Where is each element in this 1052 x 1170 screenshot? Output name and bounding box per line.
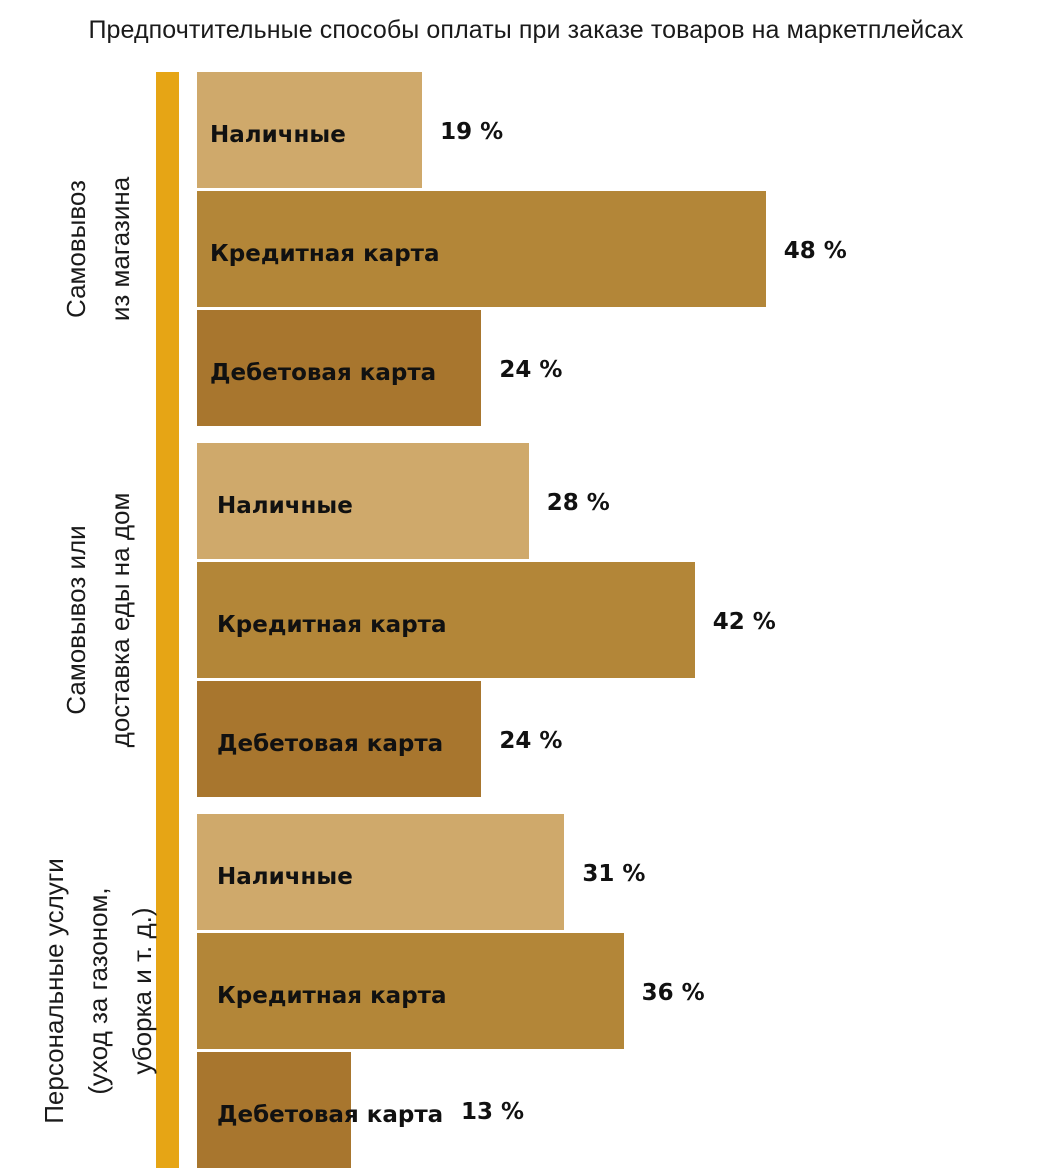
bar-category-label: Кредитная карта [217,983,447,1009]
group-label: Самовывоз или доставка еды на дом [54,493,142,748]
bar [197,443,529,559]
bar-category-label: Дебетовая карта [217,1102,444,1128]
bar [197,814,565,930]
bar [197,933,624,1049]
bar-value-label: 28 % [546,490,610,516]
bar-category-label: Кредитная карта [210,241,440,267]
bar-value-label: 42 % [712,609,776,635]
group-label: Персональные услуги (уход за газоном, убор… [32,858,164,1124]
bar [197,191,766,307]
group-label-line: Самовывоз [61,180,91,318]
bar-value-label: 31 % [582,861,646,887]
group-label-line: Самовывоз или [61,525,91,715]
bar [197,562,695,678]
accent-bar [156,72,179,1168]
bar-category-label: Дебетовая карта [217,731,444,757]
group-label: Самовывоз из магазина [54,177,142,321]
group-label-line: из магазина [105,176,135,322]
bar-category-label: Наличные [217,864,353,890]
group-label-line: (уход за газоном, [83,887,113,1095]
bar [197,1052,352,1168]
group-label-line: Персональные услуги [39,858,69,1124]
bar-value-label: 24 % [499,728,563,754]
chart-title: Предпочтительные способы оплаты при зака… [88,16,964,44]
group-label-line: доставка еды на дом [105,492,135,748]
bar-value-label: 48 % [783,238,847,264]
group-label-line: уборка и т. д.) [127,907,157,1075]
bar-value-label: 24 % [499,357,563,383]
bar-value-label: 13 % [461,1099,525,1125]
bar-category-label: Кредитная карта [217,612,447,638]
bar-category-label: Дебетовая карта [210,360,437,386]
bar [197,72,423,188]
bar-value-label: 19 % [440,119,504,145]
bar [197,681,482,797]
bar-category-label: Наличные [217,493,353,519]
bar-value-label: 36 % [641,980,705,1006]
bar [197,310,482,426]
bar-category-label: Наличные [210,122,346,148]
